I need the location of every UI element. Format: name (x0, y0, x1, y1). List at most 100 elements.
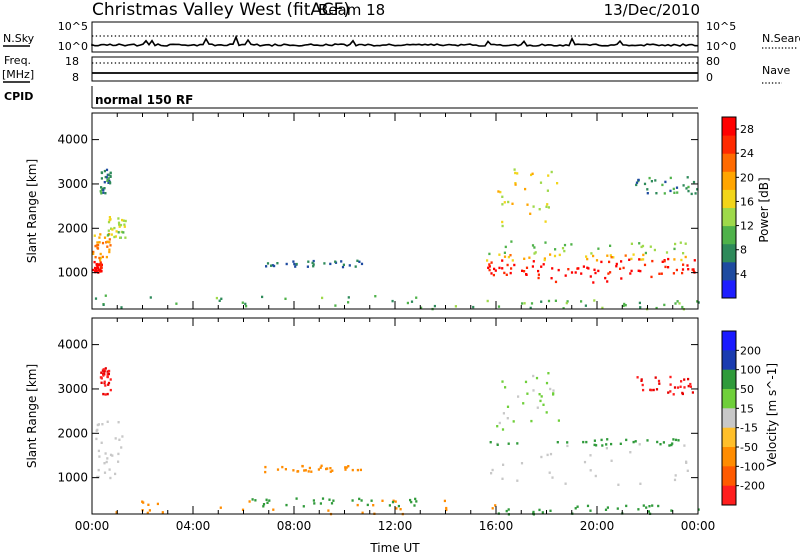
heatmap-cell (100, 266, 103, 270)
heatmap-cell (606, 506, 609, 509)
heatmap-cell (111, 228, 114, 231)
heatmap-cell (582, 265, 585, 268)
heatmap-cell (692, 180, 696, 184)
heatmap-cell (359, 468, 362, 472)
heatmap-cell (97, 264, 100, 267)
heatmap-cell (99, 259, 102, 262)
heatmap-cell (95, 244, 98, 247)
heatmap-cell (381, 499, 384, 502)
heatmap-cell (609, 271, 612, 274)
nave-tick-top: 80 (706, 55, 720, 68)
heatmap-cell (329, 467, 332, 470)
heatmap-cell (120, 230, 123, 234)
heatmap-cell (356, 503, 359, 507)
heatmap-cell (501, 380, 504, 383)
heatmap-cell (106, 420, 109, 423)
heatmap-cell (610, 256, 613, 259)
heatmap-cell (546, 189, 549, 192)
heatmap-cell (117, 452, 120, 456)
heatmap-cell (654, 376, 657, 379)
heatmap-cell (103, 169, 106, 173)
velocity-colorbar-tick-label: -200 (740, 480, 765, 493)
heatmap-cell (414, 497, 417, 501)
heatmap-cell (501, 259, 504, 262)
heatmap-cell (394, 500, 397, 503)
velocity-colorbar-swatch (722, 350, 736, 371)
heatmap-cell (94, 297, 98, 300)
velocity-colorbar-tick-label: -100 (740, 460, 765, 473)
heatmap-cell (351, 499, 354, 502)
heatmap-cell (95, 267, 98, 270)
velocity-colorbar-tick-label: -50 (740, 441, 758, 454)
heatmap-cell (606, 438, 609, 441)
heatmap-cell (672, 187, 675, 191)
heatmap-cell (342, 263, 345, 266)
heatmap-cell (292, 469, 295, 472)
heatmap-cell (523, 302, 526, 305)
heatmap-cell (684, 255, 687, 259)
heatmap-cell (503, 271, 506, 275)
heatmap-cell (312, 499, 315, 502)
power-colorbar-tick-label: 24 (740, 147, 754, 160)
heatmap-cell (535, 376, 539, 380)
heatmap-cell (264, 465, 267, 469)
heatmap-cell (600, 260, 603, 264)
velocity-colorbar-label: Velocity [m s^-1] (765, 363, 779, 467)
heatmap-cell (92, 268, 95, 272)
heatmap-cell (696, 300, 699, 303)
heatmap-cell (674, 242, 677, 246)
heatmap-cell (122, 231, 125, 234)
heatmap-cell (99, 270, 102, 273)
heatmap-cell (445, 508, 448, 512)
heatmap-cell (366, 503, 369, 507)
heatmap-cell (580, 272, 583, 275)
nsearch-label: N.Search (762, 32, 800, 45)
heatmap-cell (683, 378, 686, 381)
nsearch-tick-bottom: 10^0 (706, 40, 736, 53)
heatmap-cell (537, 276, 540, 280)
heatmap-cell (100, 381, 103, 384)
heatmap-cell (114, 235, 117, 238)
heatmap-cell (504, 245, 507, 249)
heatmap-cell (642, 388, 645, 392)
heatmap-cell (524, 187, 527, 191)
heatmap-cell (410, 500, 413, 504)
heatmap-cell (313, 502, 316, 505)
freq-tick-bottom: 8 (72, 71, 79, 84)
heatmap-cell (564, 482, 567, 485)
heatmap-cell (546, 203, 549, 206)
heatmap-cell (254, 499, 257, 502)
heatmap-cell (651, 504, 654, 507)
heatmap-cell (106, 457, 109, 460)
heatmap-cell (586, 257, 589, 261)
heatmap-cell (662, 441, 665, 444)
heatmap-cell (124, 236, 127, 239)
heatmap-cell (507, 442, 510, 445)
heatmap-cell (691, 391, 694, 394)
heatmap-cell (97, 268, 101, 272)
heatmap-cell (558, 253, 561, 257)
heatmap-cell (592, 281, 595, 284)
heatmap-cell (635, 183, 638, 187)
heatmap-cell (530, 173, 533, 177)
heatmap-cell (454, 305, 457, 308)
heatmap-cell (687, 189, 690, 193)
heatmap-cell (673, 191, 676, 194)
heatmap-cell (501, 477, 504, 480)
heatmap-cell (271, 264, 274, 267)
heatmap-cell (542, 263, 545, 266)
velocity-colorbar-tick-label: -15 (740, 422, 758, 435)
heatmap-cell (498, 253, 501, 256)
heatmap-cell (632, 440, 635, 444)
heatmap-cell (554, 299, 557, 302)
heatmap-cell (687, 384, 690, 388)
heatmap-cell (636, 376, 639, 379)
heatmap-cell (505, 273, 508, 276)
heatmap-cell (100, 186, 103, 189)
heatmap-cell (609, 254, 612, 257)
freq-unit: [MHz] (2, 68, 34, 81)
heatmap-cell (105, 460, 108, 464)
velocity-xlabel: Time UT (369, 541, 420, 554)
heatmap-cell (509, 254, 512, 257)
y-tick-label: 3000 (57, 177, 88, 191)
